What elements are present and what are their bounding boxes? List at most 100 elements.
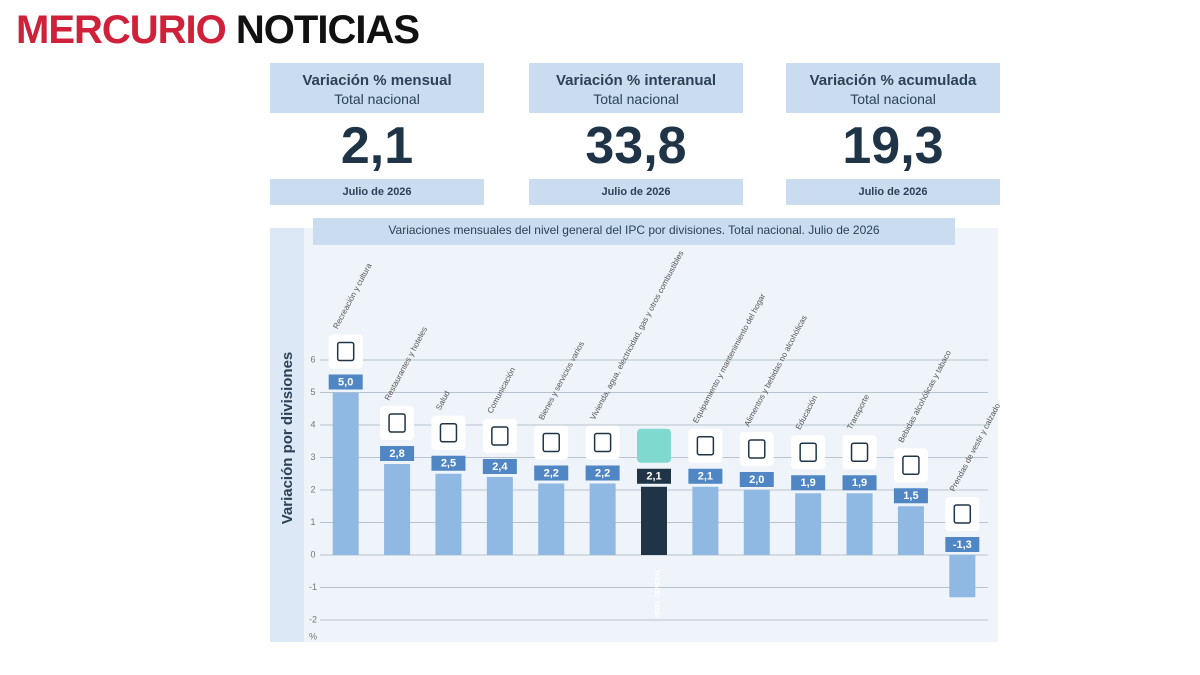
bar xyxy=(589,483,616,555)
icon-glyph xyxy=(542,432,560,453)
kpi-card: Variación % interanual Total nacional 33,8… xyxy=(529,63,743,205)
value-label-box xyxy=(431,455,466,471)
value-label-box xyxy=(637,468,671,484)
bar xyxy=(641,486,667,555)
y-tick-label: 4 xyxy=(310,419,315,429)
card-header: Variación % mensual Total nacional xyxy=(270,63,484,113)
icon-glyph xyxy=(748,439,766,459)
y-tick-label: -1 xyxy=(309,582,317,592)
value-label-box xyxy=(739,472,774,487)
value-label: 2,1 xyxy=(646,471,661,483)
icon-box xyxy=(637,428,671,463)
value-label-box xyxy=(893,488,928,504)
bar xyxy=(332,392,359,555)
value-label-box xyxy=(688,468,723,484)
bar xyxy=(846,493,873,555)
icon-box xyxy=(328,334,363,369)
chart-title: Variaciones mensuales del nivel general … xyxy=(388,223,880,237)
unit-label: % xyxy=(309,631,317,641)
icon-glyph xyxy=(593,432,612,453)
logo: MERCURIO NOTICIAS xyxy=(16,8,420,53)
brand-red: MERCURIO xyxy=(16,8,227,52)
bar xyxy=(486,477,513,555)
bar xyxy=(949,555,976,598)
bar xyxy=(538,483,565,555)
icon-glyph xyxy=(388,413,406,433)
value-label: 2,1 xyxy=(698,471,713,483)
value-label: 1,9 xyxy=(852,477,867,489)
icon-box xyxy=(688,428,723,463)
value-label: 2,4 xyxy=(492,461,508,473)
value-label: 2,5 xyxy=(441,458,456,470)
icon-box xyxy=(842,435,877,470)
bar xyxy=(795,493,822,555)
chart-panel xyxy=(270,228,998,642)
icon-box xyxy=(893,448,928,483)
card-title: Variación % acumulada xyxy=(809,72,977,89)
card-header: Variación % interanual Total nacional xyxy=(529,63,743,113)
card-title: Variación % interanual xyxy=(555,72,717,89)
value-label: 1,5 xyxy=(903,490,918,502)
icon-box xyxy=(534,425,569,460)
kpi-card: Variación % acumulada Total nacional 19,3 J… xyxy=(786,63,1000,205)
card-subtitle: Total nacional xyxy=(334,91,420,107)
card-value: 2,1 xyxy=(340,117,414,175)
icon-glyph xyxy=(953,504,972,524)
y-axis-label: Variación por divisiones xyxy=(279,352,296,525)
card-date: Julio de 2026 xyxy=(529,179,743,205)
bar xyxy=(692,486,719,555)
value-label: 2,0 xyxy=(749,474,764,486)
value-label: 5,0 xyxy=(338,376,353,388)
card-date: Julio de 2026 xyxy=(786,179,1000,205)
card-value: 33,8 xyxy=(585,117,687,175)
card-value: 19,3 xyxy=(842,117,944,175)
card-header: Variación % acumulada Total nacional xyxy=(786,63,1000,113)
bar xyxy=(897,506,924,555)
icon-glyph xyxy=(902,455,920,475)
value-label: -1,3 xyxy=(953,539,972,551)
icon-box xyxy=(791,435,826,470)
icon-box xyxy=(380,406,415,440)
value-label: 2,2 xyxy=(595,467,610,479)
brand-black: NOTICIAS xyxy=(235,8,420,52)
card-subtitle: Total nacional xyxy=(850,91,936,107)
bar xyxy=(435,473,462,555)
card-date: Julio de 2026 xyxy=(270,179,484,205)
y-tick-label: 5 xyxy=(310,387,315,397)
icon-glyph xyxy=(439,423,458,443)
bar xyxy=(743,490,770,555)
icon-box xyxy=(585,425,620,460)
value-label-box xyxy=(534,465,569,481)
value-label-box xyxy=(482,459,517,474)
icon-glyph xyxy=(850,442,869,462)
y-tick-label: 2 xyxy=(310,484,315,494)
value-label-box xyxy=(380,446,415,461)
value-label-box xyxy=(585,465,620,481)
y-tick-label: 1 xyxy=(310,517,315,527)
value-label-box xyxy=(842,475,877,491)
icon-glyph xyxy=(336,341,355,362)
y-label-band xyxy=(270,228,304,642)
y-tick-label: 0 xyxy=(310,549,315,559)
icon-glyph xyxy=(491,426,509,446)
bar xyxy=(384,464,411,555)
chart-title-band xyxy=(313,218,955,245)
card-subtitle: Total nacional xyxy=(593,91,679,107)
card-title: Variación % mensual xyxy=(302,72,452,89)
y-tick-label: 6 xyxy=(310,354,315,364)
value-label: 1,9 xyxy=(801,477,816,489)
category-label: NIVEL GENERAL xyxy=(656,568,662,617)
icon-box xyxy=(945,497,980,531)
value-label-box xyxy=(791,475,826,491)
icon-glyph xyxy=(799,442,817,462)
kpi-card: Variación % mensual Total nacional 2,1 Juli… xyxy=(270,63,484,205)
value-label: 2,8 xyxy=(389,448,404,460)
value-label-box xyxy=(328,374,363,390)
icon-box xyxy=(431,415,466,450)
icon-box xyxy=(482,419,517,453)
icon-box xyxy=(739,432,774,466)
icon-glyph xyxy=(696,436,715,456)
y-tick-label: -2 xyxy=(309,614,317,624)
